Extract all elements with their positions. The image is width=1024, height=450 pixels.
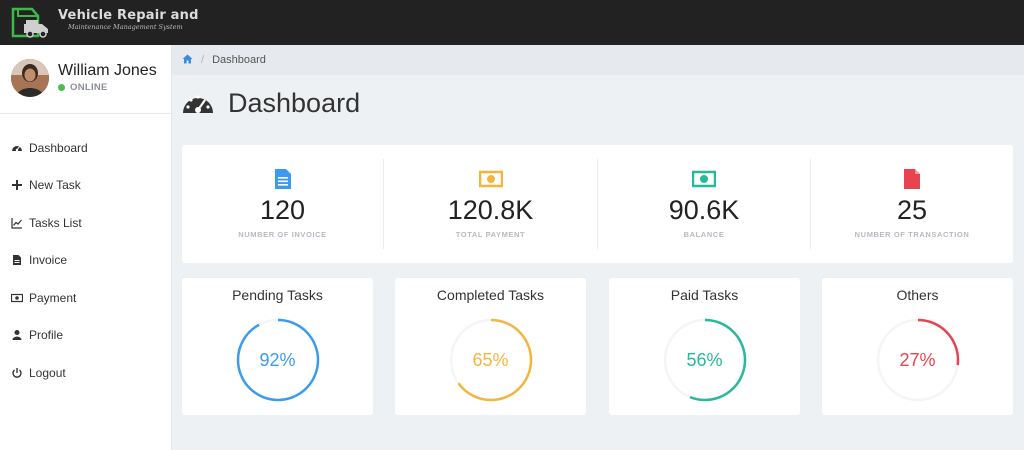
document-icon [182, 167, 383, 191]
top-bar: Vehicle Repair and Maintenance Managemen… [0, 0, 1024, 45]
truck-logo-icon [11, 7, 48, 38]
progress-card-paid: Paid Tasks 56% [609, 278, 800, 415]
avatar[interactable] [11, 59, 49, 97]
progress-card-pending: Pending Tasks 92% [182, 278, 373, 415]
breadcrumb-separator: / [201, 54, 205, 66]
page-title: Dashboard [182, 88, 360, 119]
stat-label: BALANCE [683, 230, 725, 239]
progress-card-title: Completed Tasks [436, 287, 545, 303]
file-icon [11, 254, 23, 266]
stat-transactions: 25 NUMBER OF TRANSACTION [811, 159, 1013, 249]
dashboard-icon [183, 94, 213, 113]
money-icon [11, 292, 23, 304]
user-panel: William Jones ONLINE [0, 45, 171, 114]
stat-divider [597, 159, 598, 249]
progress-value: 27% [899, 349, 936, 370]
sidebar: William Jones ONLINE Dashboard New Task … [0, 45, 172, 450]
home-icon[interactable] [182, 54, 193, 67]
user-icon [11, 329, 23, 341]
power-icon [11, 367, 23, 379]
sidebar-item-invoice[interactable]: Invoice [0, 242, 171, 280]
user-name: William Jones [58, 62, 157, 79]
progress-value: 92% [259, 349, 296, 370]
avatar-image [11, 59, 49, 97]
sidebar-item-label: Invoice [29, 253, 68, 268]
progress-ring: 27% [876, 318, 960, 402]
file-icon [811, 167, 1013, 191]
sidebar-item-payment[interactable]: Payment [0, 279, 171, 317]
progress-value: 65% [472, 349, 509, 370]
progress-card-title: Pending Tasks [232, 287, 323, 303]
page-title-text: Dashboard [228, 88, 361, 118]
stat-value: 120.8K [447, 195, 534, 225]
breadcrumb-current: Dashboard [212, 54, 266, 66]
stat-value: 25 [896, 195, 928, 225]
sidebar-item-label: Dashboard [29, 140, 88, 155]
stat-divider [383, 159, 384, 249]
progress-card-completed: Completed Tasks 65% [395, 278, 586, 415]
progress-value: 56% [686, 349, 723, 370]
money-icon [598, 167, 810, 191]
progress-arc [663, 318, 746, 402]
sidebar-item-dashboard[interactable]: Dashboard [0, 129, 171, 167]
app-logo[interactable]: Vehicle Repair and Maintenance Managemen… [8, 4, 198, 40]
user-status-label: ONLINE [70, 82, 108, 93]
breadcrumb: / Dashboard [172, 45, 1024, 75]
progress-card-title: Paid Tasks [670, 287, 739, 303]
sidebar-item-profile[interactable]: Profile [0, 317, 171, 355]
progress-arc [236, 318, 319, 402]
stat-label: NUMBER OF INVOICE [238, 230, 327, 239]
app-title: Vehicle Repair and [58, 8, 199, 23]
stat-total-payment: 120.8K TOTAL PAYMENT [384, 159, 597, 249]
line-chart-icon [11, 217, 23, 229]
stat-divider [810, 159, 811, 249]
progress-arc [876, 318, 959, 402]
stat-label: TOTAL PAYMENT [455, 230, 526, 239]
stat-label: NUMBER OF TRANSACTION [854, 230, 970, 239]
stat-balance: 90.6K BALANCE [598, 159, 810, 249]
sidebar-item-new-task[interactable]: New Task [0, 167, 171, 205]
sidebar-nav: Dashboard New Task Tasks List Invoice Pa… [0, 129, 171, 392]
money-icon [384, 167, 597, 191]
progress-ring: 92% [236, 318, 320, 402]
progress-card-others: Others 27% [822, 278, 1013, 415]
sidebar-item-label: Tasks List [29, 215, 82, 230]
sidebar-item-label: Payment [29, 290, 77, 305]
sidebar-item-label: Logout [29, 365, 66, 380]
user-status: ONLINE [58, 82, 108, 93]
plus-icon [11, 179, 23, 191]
progress-ring: 56% [663, 318, 747, 402]
sidebar-item-tasks-list[interactable]: Tasks List [0, 204, 171, 242]
progress-arc [449, 318, 532, 402]
sidebar-item-label: New Task [29, 178, 81, 193]
stat-invoices: 120 NUMBER OF INVOICE [182, 159, 383, 249]
app-subtitle: Maintenance Management System [68, 23, 183, 31]
progress-ring: 65% [449, 318, 533, 402]
sidebar-item-label: Profile [29, 328, 64, 343]
stat-value: 120 [259, 195, 306, 225]
dashboard-icon [11, 142, 23, 154]
sidebar-item-logout[interactable]: Logout [0, 354, 171, 392]
progress-card-title: Others [896, 287, 939, 303]
online-dot-icon [58, 84, 65, 91]
stats-panel: 120 NUMBER OF INVOICE 120.8K TOTAL PAYME… [182, 145, 1013, 263]
stat-value: 90.6K [668, 195, 740, 225]
